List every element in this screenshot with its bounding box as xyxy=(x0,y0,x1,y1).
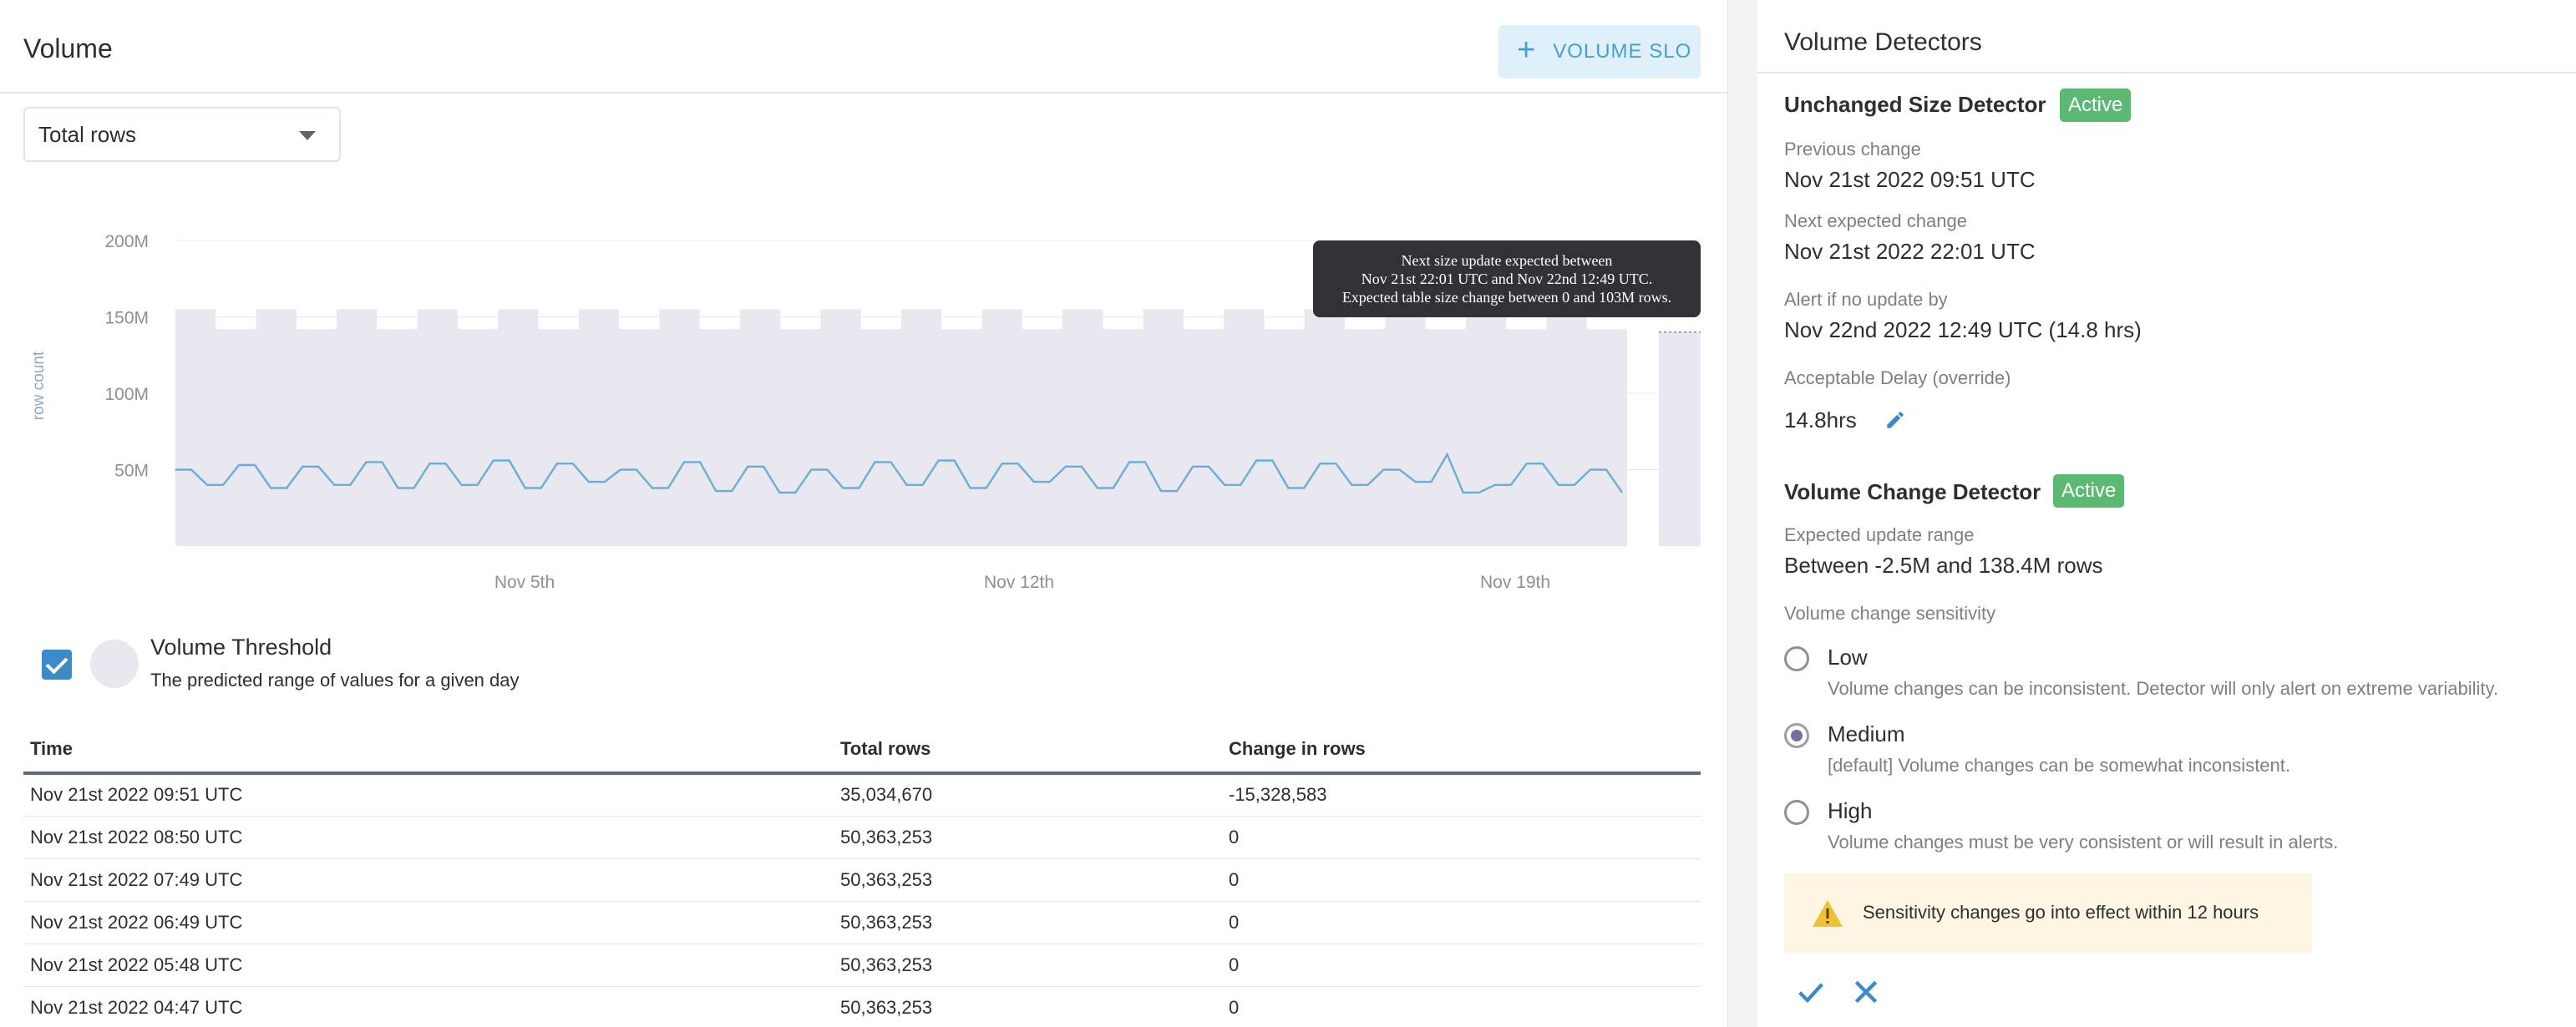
range-label: Expected update range xyxy=(1784,524,1975,545)
cell-time: Nov 21st 2022 07:49 UTC xyxy=(23,858,834,902)
metric-select-value: Total rows xyxy=(38,121,137,147)
plus-icon: + xyxy=(1517,33,1537,68)
radio-high[interactable] xyxy=(1784,800,1809,825)
metric-select[interactable]: Total rows xyxy=(23,107,341,162)
volume-chart-svg: 200M 150M 100M 50M row count Nov 5th Nov 12th N… xyxy=(30,232,1701,592)
cell-time: Nov 21st 2022 05:48 UTC xyxy=(23,944,834,987)
close-icon[interactable] xyxy=(1849,975,1883,1009)
warning-text: Sensitivity changes go into effect withi… xyxy=(1863,902,2259,923)
alert-label: Alert if no update by xyxy=(1784,289,1948,310)
delay-label: Acceptable Delay (override) xyxy=(1784,367,2011,388)
y-axis-label: row count xyxy=(30,351,48,420)
sensitivity-warning: Sensitivity changes go into effect withi… xyxy=(1784,873,2312,954)
cell-change: 0 xyxy=(1222,901,1701,944)
sensitivity-label: Volume change sensitivity xyxy=(1784,603,1996,624)
table-row: Nov 21st 2022 06:49 UTC 50,363,253 0 xyxy=(23,901,1701,944)
cell-change: 0 xyxy=(1222,816,1701,859)
x-tick-label: Nov 19th xyxy=(1480,573,1550,592)
detectors-title: Volume Detectors xyxy=(1784,28,1982,56)
cell-change: 0 xyxy=(1222,944,1701,987)
volume-panel: Volume + VOLUME SLO Total rows 200M 150M 1… xyxy=(0,0,1727,1027)
previous-change-value: Nov 21st 2022 09:51 UTC xyxy=(1784,167,2036,192)
panel-divider[interactable] xyxy=(1727,0,1757,1027)
alert-value: Nov 22nd 2022 12:49 UTC (14.8 hrs) xyxy=(1784,317,2142,342)
table-header-row: Time Total rows Change in rows xyxy=(23,726,1701,775)
detectors-panel: Volume Detectors Unchanged Size Detector… xyxy=(1757,0,2576,1027)
x-tick-label: Nov 12th xyxy=(984,573,1054,592)
option-medium-label[interactable]: Medium xyxy=(1828,721,1905,746)
page-title: Volume xyxy=(23,33,113,63)
tooltip-line-3: Expected table size change between 0 and… xyxy=(1341,289,1672,306)
previous-change-label: Previous change xyxy=(1784,139,1921,159)
change-detector-title: Volume Change Detector xyxy=(1784,479,2041,504)
next-change-label: Next expected change xyxy=(1784,210,1967,231)
warning-icon xyxy=(1813,900,1843,927)
y-tick-label: 50M xyxy=(114,462,149,481)
volume-slo-label: VOLUME SLO xyxy=(1553,40,1692,63)
cell-change: -15,328,583 xyxy=(1222,773,1701,817)
range-value: Between -2.5M and 138.4M rows xyxy=(1784,553,2103,578)
column-header-time[interactable]: Time xyxy=(23,726,834,775)
volume-header: Volume + VOLUME SLO xyxy=(0,0,1727,94)
option-low-label[interactable]: Low xyxy=(1828,645,1868,670)
threshold-swatch xyxy=(90,640,139,688)
radio-low[interactable] xyxy=(1784,646,1809,671)
pencil-icon[interactable] xyxy=(1884,409,1906,431)
cell-total-rows: 50,363,253 xyxy=(834,944,1222,987)
threshold-checkbox[interactable] xyxy=(42,650,72,680)
chart-tooltip: Next size update expected between Nov 21… xyxy=(1313,240,1701,317)
volume-slo-button[interactable]: + VOLUME SLO xyxy=(1498,25,1701,78)
cell-total-rows: 50,363,253 xyxy=(834,816,1222,859)
y-tick-label: 100M xyxy=(104,385,149,404)
table-row: Nov 21st 2022 07:49 UTC 50,363,253 0 xyxy=(23,858,1701,902)
column-header-total-rows[interactable]: Total rows xyxy=(834,726,1222,775)
volume-series-line xyxy=(175,452,1623,494)
volume-table: Time Total rows Change in rows Nov 21st … xyxy=(23,726,1701,1027)
table-row: Nov 21st 2022 09:51 UTC 35,034,670 -15,3… xyxy=(23,773,1701,817)
cell-time: Nov 21st 2022 04:47 UTC xyxy=(23,986,834,1027)
cell-change: 0 xyxy=(1222,986,1701,1027)
table-row: Nov 21st 2022 04:47 UTC 50,363,253 0 xyxy=(23,986,1701,1027)
cell-total-rows: 50,363,253 xyxy=(834,858,1222,902)
unchanged-status-badge: Active xyxy=(2060,89,2132,122)
cell-change: 0 xyxy=(1222,858,1701,902)
caret-down-icon xyxy=(299,131,316,140)
future-threshold-band xyxy=(1659,331,1701,546)
legend-title: Volume Threshold xyxy=(150,635,332,660)
table-row: Nov 21st 2022 08:50 UTC 50,363,253 0 xyxy=(23,816,1701,859)
table-row: Nov 21st 2022 05:48 UTC 50,363,253 0 xyxy=(23,944,1701,987)
threshold-band xyxy=(175,309,1627,546)
tooltip-line-1: Next size update expected between xyxy=(1401,252,1613,269)
check-icon[interactable] xyxy=(1794,975,1828,1009)
cell-time: Nov 21st 2022 09:51 UTC xyxy=(23,773,834,817)
radio-medium[interactable] xyxy=(1784,723,1809,748)
option-high-label[interactable]: High xyxy=(1828,798,1873,823)
y-tick-label: 200M xyxy=(104,232,149,251)
y-tick-label: 150M xyxy=(104,309,149,328)
change-status-badge: Active xyxy=(2053,474,2125,508)
cell-total-rows: 50,363,253 xyxy=(834,901,1222,944)
cell-total-rows: 50,363,253 xyxy=(834,986,1222,1027)
chart-legend: Volume Threshold The predicted range of … xyxy=(42,635,794,701)
legend-description: The predicted range of values for a give… xyxy=(150,670,520,691)
x-tick-label: Nov 5th xyxy=(494,573,555,592)
next-change-value: Nov 21st 2022 22:01 UTC xyxy=(1784,239,2036,264)
cell-time: Nov 21st 2022 08:50 UTC xyxy=(23,816,834,859)
tooltip-line-2: Nov 21st 22:01 UTC and Nov 22nd 12:49 UT… xyxy=(1361,271,1653,287)
option-medium-description: [default] Volume changes can be somewhat… xyxy=(1828,755,2291,776)
cell-time: Nov 21st 2022 06:49 UTC xyxy=(23,901,834,944)
detectors-header: Volume Detectors xyxy=(1757,0,2576,73)
delay-value: 14.8hrs xyxy=(1784,407,1857,433)
option-high-description: Volume changes must be very consistent o… xyxy=(1828,832,2339,852)
column-header-change[interactable]: Change in rows xyxy=(1222,726,1701,775)
cell-total-rows: 35,034,670 xyxy=(834,773,1222,817)
volume-chart: 200M 150M 100M 50M row count Nov 5th Nov 12th N… xyxy=(25,200,1729,618)
option-low-description: Volume changes can be inconsistent. Dete… xyxy=(1828,678,2498,699)
unchanged-detector-title: Unchanged Size Detector xyxy=(1784,92,2046,117)
